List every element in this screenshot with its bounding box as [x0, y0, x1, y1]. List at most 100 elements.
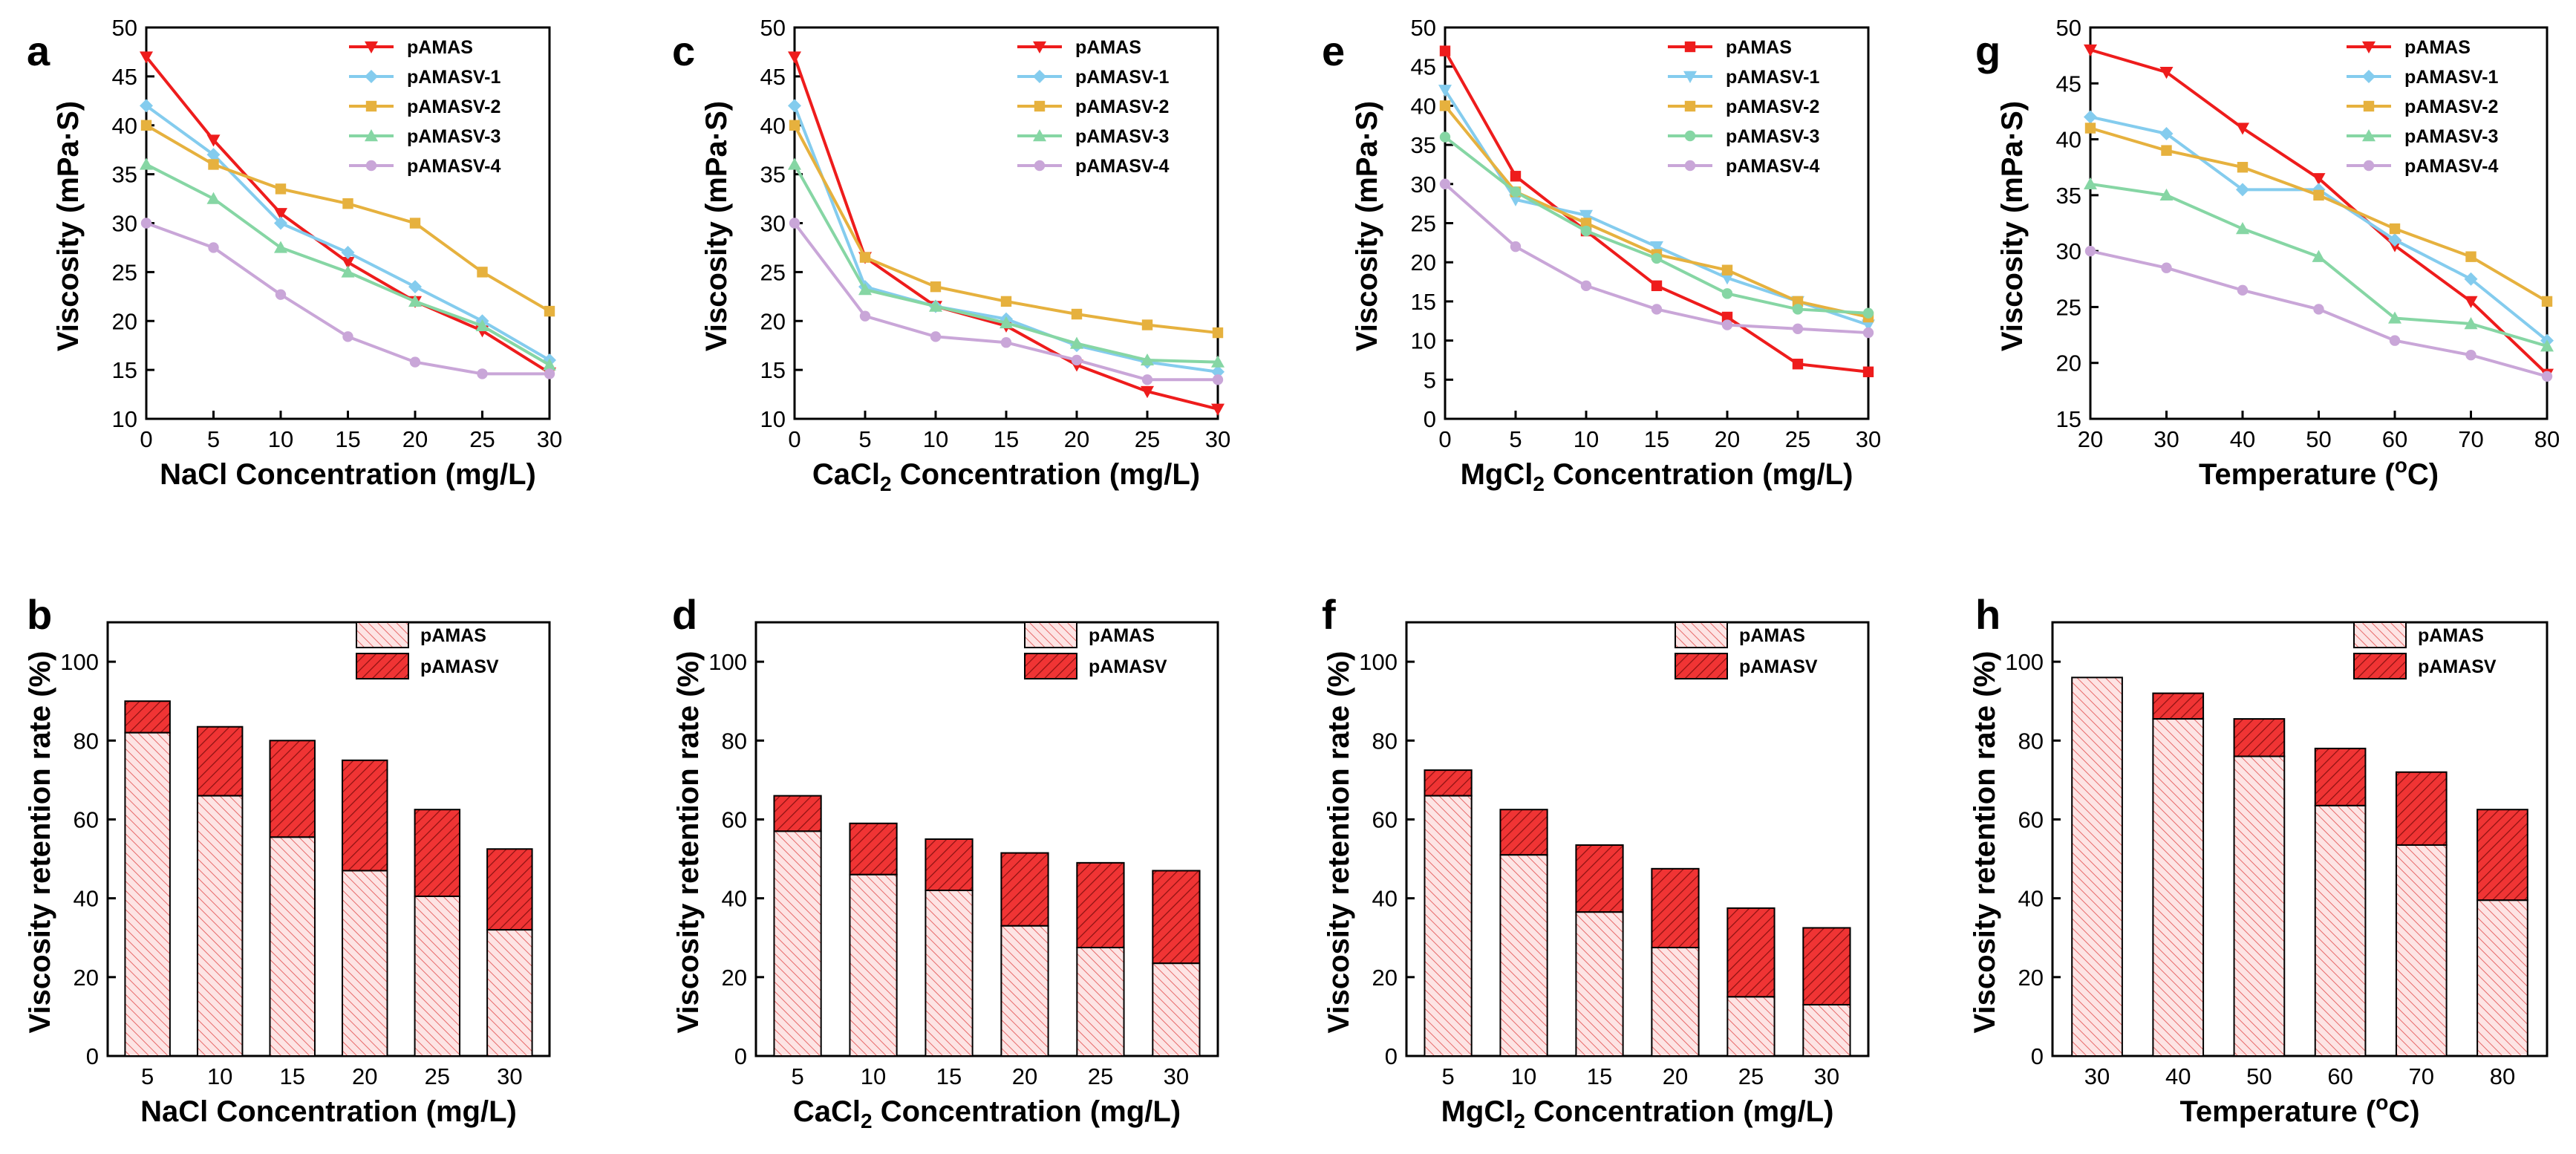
y-tick-label: 35 [760, 162, 786, 188]
legend-label: pAMASV [1089, 656, 1167, 677]
bar-segment-pamas [2233, 755, 2286, 1057]
bar-segment-pamasv [124, 700, 171, 734]
y-tick-label: 45 [1411, 54, 1436, 80]
y-tick-label: 15 [1411, 289, 1436, 315]
y-tick-label: 100 [1359, 649, 1398, 675]
legend-marker [365, 129, 378, 142]
bar-segment-pamasv [1575, 844, 1624, 913]
x-tick-label: 15 [1644, 426, 1669, 452]
x-tick-label: 20 [2078, 426, 2103, 452]
data-point [208, 242, 219, 253]
legend-label: pAMASV-3 [2404, 126, 2498, 147]
y-axis-label: Viscosity retention rate (%) [672, 651, 705, 1034]
x-tick-label: 15 [279, 1063, 304, 1089]
data-point [341, 246, 355, 260]
bar-segment-pamasv [1424, 769, 1473, 797]
x-axis-label: MgCl2 Concentration (mg/L) [1441, 1095, 1834, 1132]
data-point [2465, 349, 2476, 361]
data-point [1721, 288, 1733, 299]
y-tick-label: 80 [722, 728, 747, 754]
data-point [140, 120, 152, 131]
data-point [1439, 131, 1451, 143]
data-point [2312, 173, 2326, 186]
data-point [2084, 177, 2097, 189]
x-tick-label: 5 [1509, 426, 1522, 452]
data-point [206, 192, 221, 204]
x-tick-label: 0 [140, 426, 152, 452]
data-point [477, 368, 488, 379]
data-point [206, 134, 221, 147]
y-tick-label: 25 [1411, 211, 1436, 237]
x-tick-label: 40 [2230, 426, 2255, 452]
bar-segment-pamas [414, 895, 461, 1057]
legend-label: pAMASV-2 [1726, 97, 1819, 117]
y-tick-label: 35 [112, 162, 137, 188]
legend-marker [1684, 130, 1696, 142]
panel-letter: g [1975, 27, 2001, 74]
legend-swatch [1675, 653, 1728, 679]
data-point [1070, 336, 1083, 349]
legend-label: pAMAS [1739, 625, 1805, 646]
legend-marker [1684, 41, 1696, 53]
data-point [408, 280, 422, 294]
plot-frame [754, 621, 1219, 1057]
y-tick-label: 0 [1424, 406, 1436, 432]
legend-marker [2363, 100, 2375, 112]
x-axis-label: Temperature (oC) [2179, 1091, 2419, 1128]
y-axis-label: Viscosity retention rate (%) [1323, 651, 1355, 1034]
x-axis-label: Temperature (oC) [2199, 454, 2439, 491]
data-point [2389, 223, 2401, 235]
data-point [1580, 218, 1592, 229]
y-tick-label: 0 [86, 1043, 99, 1069]
data-point [2159, 127, 2174, 141]
x-tick-label: 25 [1088, 1063, 1113, 1089]
y-tick-label: 60 [722, 806, 747, 832]
y-tick-label: 10 [1411, 328, 1436, 354]
data-point [2464, 317, 2478, 330]
x-tick-label: 15 [994, 426, 1019, 452]
legend-marker [1033, 129, 1046, 142]
panel-letter: a [27, 27, 50, 74]
x-tick-label: 30 [1205, 426, 1230, 452]
data-point [2464, 296, 2478, 308]
x-tick-label: 5 [207, 426, 220, 452]
x-tick-label: 10 [207, 1063, 232, 1089]
bar-segment-pamas [2152, 718, 2205, 1057]
bar-segment-pamasv [1651, 867, 1700, 949]
data-point [1862, 327, 1874, 339]
data-point [341, 257, 355, 270]
bar-segment-pamas [1575, 911, 1624, 1057]
x-tick-label: 10 [861, 1063, 886, 1089]
data-point [858, 283, 872, 296]
legend-marker [365, 70, 378, 83]
data-point [274, 208, 287, 221]
bar-segment-pamas [269, 836, 316, 1057]
bar-segment-pamas [1076, 947, 1125, 1057]
x-tick-label: 10 [1574, 426, 1599, 452]
data-point [2159, 67, 2174, 79]
x-axis-label: NaCl Concentration (mg/L) [160, 458, 536, 491]
x-tick-label: 10 [923, 426, 948, 452]
y-tick-label: 20 [1411, 250, 1436, 276]
panel-f: f 0 20 40 60 80 100 5 10 15 20 25 30 MgCl2 Concentrat… [1322, 591, 1870, 1132]
bar-segment-pamas [1802, 1003, 1851, 1057]
series-line-pamasv-2 [2090, 126, 2549, 303]
x-tick-label: 25 [469, 426, 495, 452]
y-tick-label: 5 [1424, 367, 1436, 393]
y-tick-label: 40 [1372, 886, 1398, 912]
y-tick-label: 45 [112, 64, 137, 90]
legend-label: pAMASV-2 [2404, 97, 2498, 117]
data-point [1721, 264, 1733, 276]
x-tick-label: 25 [425, 1063, 450, 1089]
data-point [2540, 339, 2554, 352]
data-point [1000, 337, 1012, 348]
x-tick-label: 20 [1715, 426, 1740, 452]
y-tick-label: 45 [760, 64, 786, 90]
data-point [1141, 385, 1154, 399]
bar-segment-pamasv [1152, 870, 1201, 965]
bar-segment-pamas [2071, 677, 2123, 1057]
data-point [1141, 319, 1153, 330]
x-tick-label: 30 [1164, 1063, 1189, 1089]
data-point [2388, 233, 2401, 247]
